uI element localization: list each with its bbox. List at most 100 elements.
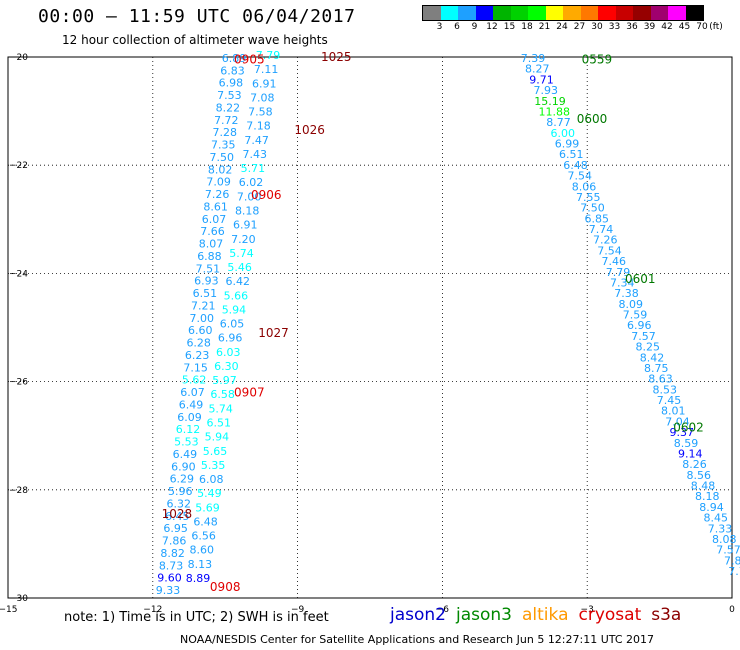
colorbar-label: 42 (661, 22, 673, 32)
swh-value-left-b: 6.91 (252, 77, 277, 90)
swh-value-left: 7.15 (183, 361, 208, 374)
swh-value-left: 9.33 (156, 584, 181, 597)
colorbar (422, 5, 704, 21)
time-label: 0905 (234, 53, 265, 67)
swh-value-left-b: 6.96 (218, 332, 243, 345)
y-tick-label: −22 (9, 161, 28, 171)
swh-value-left: 6.49 (173, 448, 198, 461)
swh-value-left: 6.83 (220, 64, 245, 77)
x-tick-label: 0 (729, 605, 735, 615)
swh-value-left-b: 6.91 (233, 219, 258, 232)
swh-value-right: 8.56 (687, 469, 712, 482)
colorbar-swatch (545, 6, 563, 20)
y-tick-label: −30 (9, 594, 28, 604)
swh-value-right: 8.94 (699, 501, 724, 514)
swh-value-right: 7.33 (708, 522, 733, 535)
swh-value-left: 7.09 (206, 176, 231, 189)
colorbar-swatch (423, 6, 441, 20)
colorbar-label: 21 (538, 22, 551, 32)
map-subtitle: 12 hour collection of altimeter wave hei… (62, 33, 328, 47)
colorbar-label: 12 (486, 22, 498, 32)
colorbar-swatch (650, 6, 668, 20)
note-text: note: 1) Time is in UTC; 2) SWH is in fe… (64, 610, 329, 625)
swh-value-left: 6.28 (186, 337, 211, 350)
time-label: 0907 (234, 385, 265, 399)
y-tick-label: −20 (9, 53, 28, 63)
colorbar-swatch (598, 6, 616, 20)
swh-value-right: 7.34 (610, 276, 635, 289)
swh-value-right: 9.71 (529, 73, 554, 86)
colorbar-swatch (615, 6, 633, 20)
swh-value-left: 6.60 (188, 324, 213, 337)
swh-value-left: 9.60 (157, 572, 182, 585)
swh-value-left-b: 5.94 (222, 303, 247, 316)
swh-value-right: 7.46 (602, 255, 627, 268)
swh-value-left-b: 6.58 (210, 388, 235, 401)
swh-value-left-b: 7.47 (244, 134, 269, 147)
colorbar-swatch (563, 6, 581, 20)
swh-value-right: 8.26 (682, 458, 707, 471)
swh-value-left-b: 8.89 (186, 572, 211, 585)
colorbar-swatch (528, 6, 546, 20)
swh-value-left: 7.00 (190, 312, 215, 325)
swh-value-right: 7.59 (623, 309, 648, 322)
swh-value-left-b: 7.43 (243, 148, 268, 161)
swh-value-right: 7.7 (728, 565, 740, 578)
swh-value-right: 7.45 (657, 394, 682, 407)
x-tick-label: −12 (143, 605, 162, 615)
swh-value-left: 7.51 (196, 262, 221, 275)
time-label: 1027 (258, 326, 289, 340)
swh-value-left-b: 7.08 (250, 91, 275, 104)
swh-value-right: 11.88 (539, 105, 571, 118)
swh-value-left: 7.50 (209, 151, 234, 164)
colorbar-label: (ft) (709, 22, 723, 32)
swh-value-left: 6.09 (177, 411, 202, 424)
swh-value-left: 6.23 (185, 349, 210, 362)
swh-value-right: 8.25 (636, 341, 661, 354)
satellite-legend: jason2 jason3 altika cryosat s3a (390, 605, 691, 625)
swh-value-left-b: 5.94 (205, 431, 230, 444)
swh-value-right: 8.42 (640, 351, 665, 364)
swh-value-right: 6.99 (555, 138, 580, 151)
time-label: 1025 (321, 50, 352, 64)
swh-value-left-b: 5.49 (197, 487, 222, 500)
colorbar-label: 15 (503, 22, 516, 32)
swh-value-left: 6.07 (180, 386, 205, 399)
swh-value-right: 7.74 (589, 223, 614, 236)
swh-value-left-b: 6.02 (239, 176, 264, 189)
swh-value-left: 5.96 (168, 485, 193, 498)
x-tick-label: −9 (291, 605, 305, 615)
time-label: 0601 (625, 272, 656, 286)
swh-value-right: 8.27 (525, 63, 550, 76)
colorbar-swatch (475, 6, 493, 20)
swh-value-left-b: 7.18 (246, 120, 271, 133)
swh-value-left-b: 6.42 (225, 275, 250, 288)
colorbar-swatch (440, 6, 458, 20)
swh-value-left-b: 7.00 (237, 190, 262, 203)
swh-value-right: 15.19 (534, 95, 566, 108)
swh-value-left: 8.07 (199, 238, 224, 251)
map-frame (7, 56, 733, 599)
swh-value-left: 6.93 (194, 275, 219, 288)
swh-value-left-b: 5.74 (208, 402, 233, 415)
swh-value-right: 6.85 (585, 212, 610, 225)
colorbar-label: 45 (678, 22, 691, 32)
time-label: 1028 (162, 507, 193, 521)
swh-value-left-b: 8.18 (235, 204, 260, 217)
swh-value-left: 6.51 (193, 287, 218, 300)
swh-value-right: 8.75 (644, 362, 669, 375)
swh-value-left-b: 8.13 (188, 558, 213, 571)
swh-value-left: 8.82 (160, 547, 185, 560)
y-tick-label: −28 (9, 486, 28, 496)
colorbar-label: 70 (696, 22, 708, 32)
time-label: 1026 (294, 123, 325, 137)
map-title: 00:00 – 11:59 UTC 06/04/2017 (38, 6, 356, 27)
swh-value-right: 7.8 (724, 554, 740, 567)
y-tick-label: −26 (9, 378, 28, 388)
swh-value-right: 9.14 (678, 447, 703, 460)
swh-value-left: 7.35 (211, 139, 236, 152)
legend-item-altika: altika (522, 605, 569, 625)
swh-value-right: 8.18 (695, 490, 720, 503)
swh-value-left-b: 6.56 (191, 530, 216, 543)
legend-item-jason2: jason2 (390, 605, 446, 625)
